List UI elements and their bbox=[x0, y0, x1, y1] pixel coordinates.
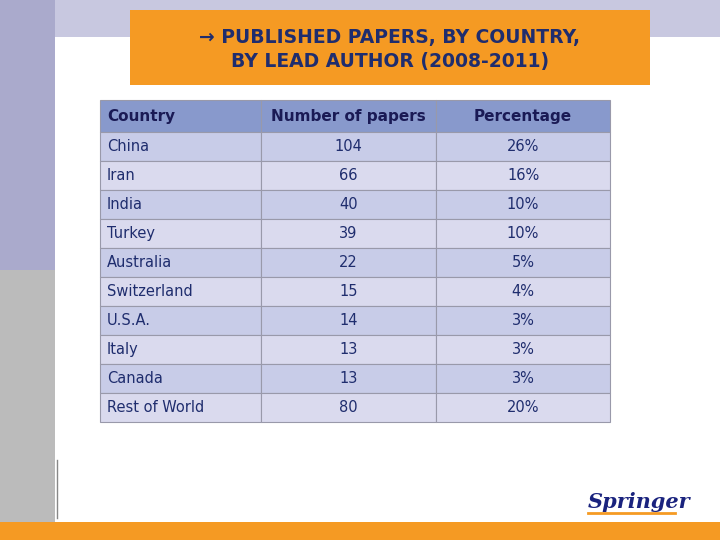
Bar bbox=[436, 248, 610, 277]
Text: Percentage: Percentage bbox=[474, 109, 572, 124]
Text: 16%: 16% bbox=[507, 168, 539, 183]
Text: 22: 22 bbox=[339, 255, 358, 270]
Bar bbox=[100, 277, 261, 306]
Bar bbox=[261, 100, 436, 132]
Bar bbox=[261, 393, 436, 422]
Text: 3%: 3% bbox=[512, 313, 534, 328]
Bar bbox=[0, 270, 55, 522]
Bar bbox=[261, 277, 436, 306]
Text: Australia: Australia bbox=[107, 255, 172, 270]
Text: Springer: Springer bbox=[588, 492, 690, 512]
Bar bbox=[100, 248, 261, 277]
Text: 4%: 4% bbox=[512, 284, 534, 299]
Bar bbox=[0, 270, 720, 522]
Text: 13: 13 bbox=[339, 342, 358, 357]
Text: 39: 39 bbox=[339, 226, 358, 241]
Text: Iran: Iran bbox=[107, 168, 135, 183]
Bar bbox=[100, 393, 261, 422]
Bar bbox=[0, 0, 720, 270]
Text: Italy: Italy bbox=[107, 342, 139, 357]
Text: 104: 104 bbox=[335, 139, 362, 154]
Bar bbox=[100, 306, 261, 335]
Bar bbox=[436, 306, 610, 335]
Text: 20%: 20% bbox=[507, 400, 539, 415]
Text: Switzerland: Switzerland bbox=[107, 284, 193, 299]
Bar bbox=[436, 277, 610, 306]
Text: 66: 66 bbox=[339, 168, 358, 183]
Bar bbox=[261, 248, 436, 277]
Bar bbox=[436, 100, 610, 132]
Bar bbox=[436, 393, 610, 422]
Text: Country: Country bbox=[107, 109, 175, 124]
Text: 10%: 10% bbox=[507, 226, 539, 241]
Text: Number of papers: Number of papers bbox=[271, 109, 426, 124]
Bar bbox=[100, 190, 261, 219]
Text: Turkey: Turkey bbox=[107, 226, 155, 241]
Text: 13: 13 bbox=[339, 371, 358, 386]
Bar bbox=[261, 306, 436, 335]
Text: Rest of World: Rest of World bbox=[107, 400, 204, 415]
Text: Canada: Canada bbox=[107, 371, 163, 386]
Bar bbox=[0, 0, 55, 270]
Text: India: India bbox=[107, 197, 143, 212]
Bar bbox=[261, 132, 436, 161]
Text: 14: 14 bbox=[339, 313, 358, 328]
Text: 5%: 5% bbox=[512, 255, 534, 270]
Bar bbox=[436, 132, 610, 161]
Bar bbox=[261, 161, 436, 190]
Text: → PUBLISHED PAPERS, BY COUNTRY,: → PUBLISHED PAPERS, BY COUNTRY, bbox=[199, 28, 580, 47]
Bar bbox=[436, 335, 610, 364]
Text: 80: 80 bbox=[339, 400, 358, 415]
Bar bbox=[436, 219, 610, 248]
Text: 26%: 26% bbox=[507, 139, 539, 154]
Bar bbox=[436, 161, 610, 190]
Bar bbox=[100, 364, 261, 393]
Bar bbox=[436, 190, 610, 219]
Text: U.S.A.: U.S.A. bbox=[107, 313, 151, 328]
Bar bbox=[100, 132, 261, 161]
Bar bbox=[436, 364, 610, 393]
Text: China: China bbox=[107, 139, 149, 154]
Bar bbox=[100, 335, 261, 364]
Text: 3%: 3% bbox=[512, 342, 534, 357]
Text: 15: 15 bbox=[339, 284, 358, 299]
Bar bbox=[130, 10, 649, 85]
Bar bbox=[100, 161, 261, 190]
Bar bbox=[0, 522, 720, 540]
Bar bbox=[55, 37, 720, 522]
Bar bbox=[261, 190, 436, 219]
Bar bbox=[100, 100, 261, 132]
Bar bbox=[261, 364, 436, 393]
Bar bbox=[261, 219, 436, 248]
Text: 10%: 10% bbox=[507, 197, 539, 212]
Bar bbox=[100, 219, 261, 248]
Text: 3%: 3% bbox=[512, 371, 534, 386]
Bar bbox=[261, 335, 436, 364]
Text: BY LEAD AUTHOR (2008-2011): BY LEAD AUTHOR (2008-2011) bbox=[231, 52, 549, 71]
Text: 40: 40 bbox=[339, 197, 358, 212]
